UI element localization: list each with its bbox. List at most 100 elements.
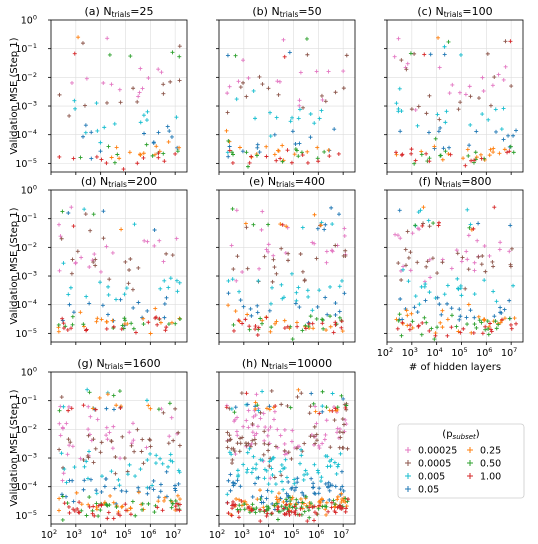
marker [311, 401, 316, 406]
marker [297, 512, 302, 517]
marker [442, 52, 447, 57]
xtick-label: 102 [41, 528, 57, 541]
marker [319, 108, 324, 113]
marker [86, 427, 91, 432]
marker [293, 147, 298, 152]
marker [394, 101, 399, 106]
marker [281, 37, 286, 42]
marker [472, 260, 477, 265]
marker [476, 221, 481, 226]
series-0.0005 [396, 221, 514, 291]
marker [80, 41, 85, 46]
marker [456, 107, 461, 112]
marker [508, 223, 513, 228]
marker [154, 453, 159, 458]
marker [494, 326, 499, 331]
marker [148, 331, 153, 336]
marker [405, 323, 410, 328]
marker [413, 294, 418, 299]
marker [404, 308, 409, 313]
marker [226, 303, 231, 308]
marker [272, 409, 277, 414]
marker [316, 159, 321, 164]
marker [118, 406, 123, 411]
marker [405, 313, 410, 318]
marker [253, 324, 258, 329]
series-0.50 [226, 36, 327, 169]
marker [336, 151, 341, 156]
marker [119, 488, 124, 493]
marker [295, 476, 300, 481]
marker [112, 486, 117, 491]
marker [438, 320, 443, 325]
marker [493, 107, 498, 112]
marker [437, 302, 442, 307]
marker [130, 499, 135, 504]
marker [334, 471, 339, 476]
marker [158, 482, 163, 487]
scatter-points [57, 35, 182, 172]
marker [173, 321, 178, 326]
marker [294, 290, 299, 295]
marker [446, 151, 451, 156]
marker [152, 228, 157, 233]
marker [298, 251, 303, 256]
marker [137, 90, 142, 95]
marker [317, 446, 322, 451]
marker [333, 312, 338, 317]
marker [315, 226, 320, 231]
marker [124, 508, 129, 513]
marker [145, 491, 150, 496]
marker [279, 504, 284, 509]
marker [282, 511, 287, 516]
marker [270, 285, 275, 290]
marker [61, 321, 66, 326]
axes-frame [218, 189, 356, 343]
marker [264, 514, 269, 519]
marker [285, 324, 290, 329]
marker [275, 427, 280, 432]
marker [153, 316, 158, 321]
marker [301, 105, 306, 110]
series-0.0005 [225, 52, 349, 115]
marker [324, 405, 329, 410]
marker [296, 116, 301, 121]
marker [393, 150, 398, 155]
marker [158, 320, 163, 325]
marker [281, 506, 286, 511]
marker [157, 316, 162, 321]
marker [226, 154, 231, 159]
marker [237, 289, 242, 294]
marker [68, 285, 73, 290]
marker [444, 109, 449, 114]
marker [487, 253, 492, 258]
marker [437, 65, 442, 70]
marker [282, 441, 287, 446]
scatter-points [392, 35, 519, 168]
series-0.00025 [393, 226, 512, 284]
marker [76, 35, 81, 40]
marker [394, 152, 399, 157]
marker [268, 476, 273, 481]
marker [437, 117, 442, 122]
marker [72, 508, 77, 513]
marker [316, 491, 321, 496]
axes-frame [50, 189, 188, 343]
marker [158, 456, 163, 461]
marker [60, 316, 65, 321]
marker [501, 106, 506, 111]
marker [344, 53, 349, 58]
marker [277, 497, 282, 502]
marker [141, 155, 146, 160]
marker [153, 461, 158, 466]
marker [165, 124, 170, 129]
marker [227, 148, 232, 153]
marker [173, 151, 178, 156]
marker [148, 406, 153, 411]
panel-title: (f) Ntrials=800 [418, 175, 491, 189]
marker [253, 400, 258, 405]
marker [278, 222, 283, 227]
marker [314, 256, 319, 261]
marker [102, 484, 107, 489]
marker [177, 78, 182, 83]
